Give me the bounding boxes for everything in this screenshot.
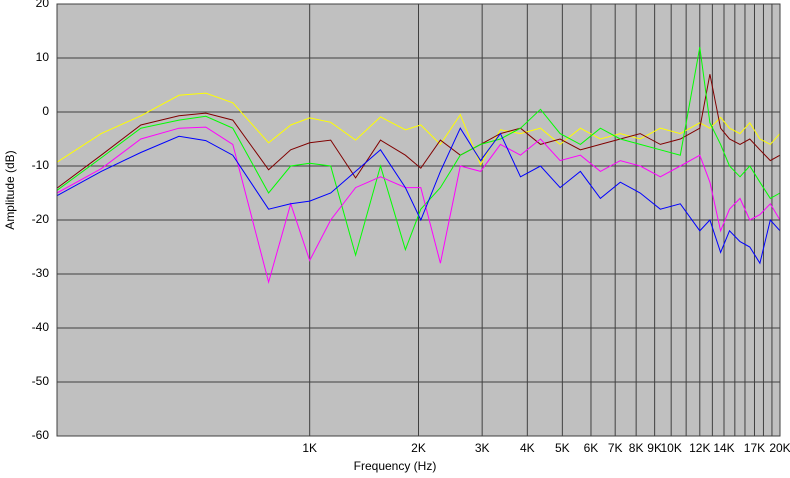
series-line: [56, 74, 781, 189]
y-tick-label: -40: [32, 320, 50, 334]
y-tick-label: 20: [36, 0, 50, 10]
series-line: [56, 92, 781, 167]
x-tick-label: 20K: [769, 441, 790, 455]
x-tick-label: 8K: [629, 441, 644, 455]
x-tick-label: 10K: [660, 441, 681, 455]
series-line: [56, 127, 781, 265]
x-tick-label: 1K: [302, 441, 317, 455]
series-line: [56, 126, 781, 285]
x-tick-label: 2K: [411, 441, 426, 455]
y-tick-label: 10: [36, 50, 50, 64]
plot-border: [56, 3, 781, 437]
y-tick-label: 0: [42, 104, 49, 118]
x-tick-label: 7K: [608, 441, 623, 455]
x-tick-label: 6K: [584, 441, 599, 455]
y-tick-label: -30: [32, 266, 50, 280]
x-tick-label: 9K: [647, 441, 662, 455]
y-tick-label: -50: [32, 374, 50, 388]
x-tick-label: 12K: [689, 441, 710, 455]
x-tick-label: 5K: [555, 441, 570, 455]
y-tick-label: -20: [32, 212, 50, 226]
y-tick-label: -10: [32, 158, 50, 172]
series-line: [56, 47, 781, 257]
y-tick-label: -60: [32, 428, 50, 442]
x-tick-label: 17K: [744, 441, 765, 455]
x-tick-label: 3K: [475, 441, 490, 455]
x-axis-label: Frequency (Hz): [354, 459, 437, 473]
x-tick-label: 14K: [713, 441, 734, 455]
y-axis-label: Amplitude (dB): [3, 150, 17, 229]
x-tick-label: 4K: [520, 441, 535, 455]
